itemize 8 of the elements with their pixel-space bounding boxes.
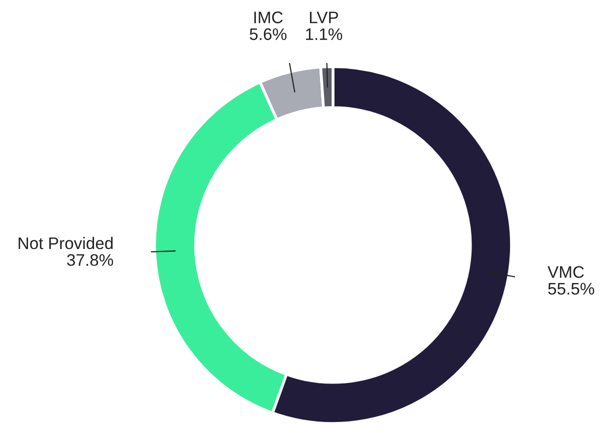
- data-label: 55.5%: [548, 282, 594, 295]
- slice-label: VMC: [548, 266, 584, 278]
- data-label: 37.8%: [67, 254, 114, 266]
- slice-label: IMC: [254, 12, 283, 24]
- slice-label: LVP: [310, 12, 338, 24]
- data-label: 1.1%: [306, 28, 342, 40]
- data-label: 5.6%: [250, 28, 286, 40]
- slice-label: Not Provided: [18, 236, 113, 250]
